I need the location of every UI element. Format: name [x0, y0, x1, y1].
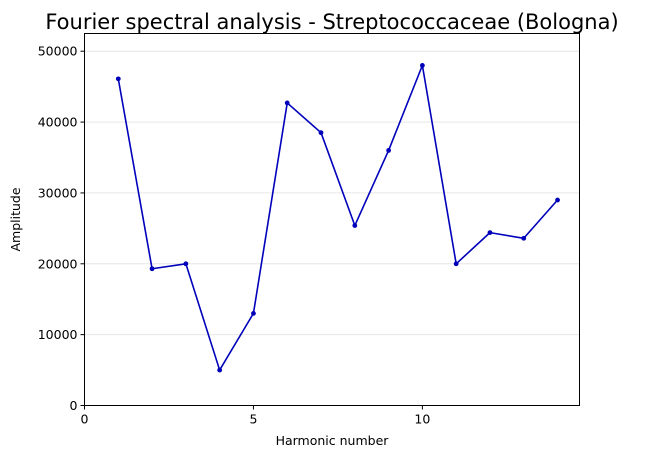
data-point: [251, 310, 256, 316]
plot-lines: [117, 64, 559, 371]
data-point: [487, 230, 493, 236]
y-tick-label: 10000: [38, 327, 78, 342]
data-point: [115, 76, 121, 82]
y-axis-label: Amplitude: [8, 187, 23, 251]
y-axis: 0 10000 20000 30000 40000 50000: [38, 44, 85, 413]
x-tick-label: 0: [81, 412, 89, 427]
data-point: [183, 261, 189, 267]
x-axis-label: Harmonic number: [276, 433, 390, 448]
data-points: [115, 62, 560, 373]
data-point: [149, 266, 155, 272]
grid: [84, 50, 580, 336]
y-tick-label: 30000: [38, 185, 78, 200]
chart-title: Fourier spectral analysis - Streptococca…: [45, 10, 618, 34]
series-line: [117, 64, 559, 371]
data-point: [217, 367, 223, 373]
y-tick-label: 40000: [38, 115, 78, 130]
y-tick-label: 50000: [38, 44, 78, 59]
data-point: [318, 130, 324, 136]
data-point: [352, 223, 358, 228]
plot-frame: [84, 33, 580, 406]
data-point: [419, 62, 425, 68]
y-tick-label: 0: [70, 398, 78, 413]
data-point: [386, 148, 391, 153]
x-axis: 0 5 10: [81, 405, 430, 427]
x-tick-label: 10: [414, 412, 430, 427]
data-point: [555, 197, 560, 203]
data-point: [453, 261, 459, 267]
data-point: [284, 100, 290, 106]
data-point: [521, 235, 527, 241]
y-tick-label: 20000: [38, 256, 78, 271]
x-tick-label: 5: [249, 412, 257, 427]
